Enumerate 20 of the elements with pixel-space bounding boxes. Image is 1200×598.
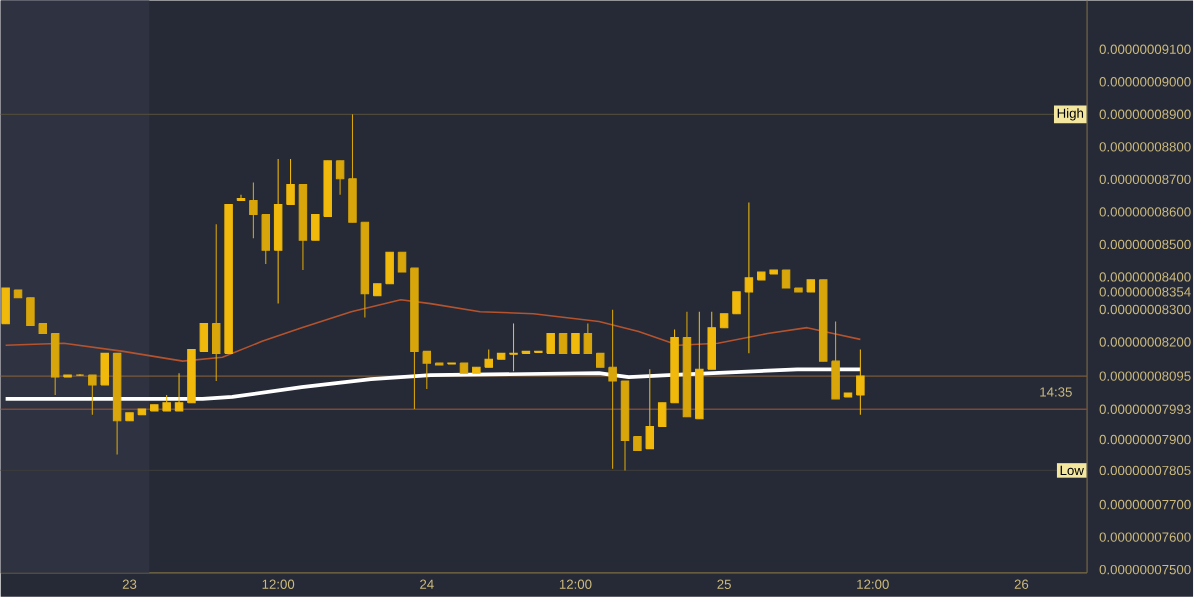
candlestick: [397, 251, 407, 273]
candlestick: [50, 333, 60, 396]
candlestick: [583, 322, 593, 354]
candlestick: [732, 291, 741, 315]
candlestick: [174, 372, 184, 412]
candlestick: [348, 113, 357, 223]
candlestick: [707, 311, 716, 370]
candlestick: [1, 287, 10, 325]
candlestick: [856, 349, 865, 416]
candlestick: [645, 368, 655, 450]
candlestick: [335, 160, 345, 196]
candlestick: [236, 194, 246, 202]
candlestick: [571, 333, 580, 354]
candlestick: [273, 158, 283, 305]
candlestick: [558, 333, 568, 354]
candlestick: [88, 374, 97, 416]
candlestick: [211, 223, 221, 382]
candlestick: [286, 158, 295, 206]
candlestick: [744, 202, 754, 354]
candlestick: [100, 352, 109, 386]
